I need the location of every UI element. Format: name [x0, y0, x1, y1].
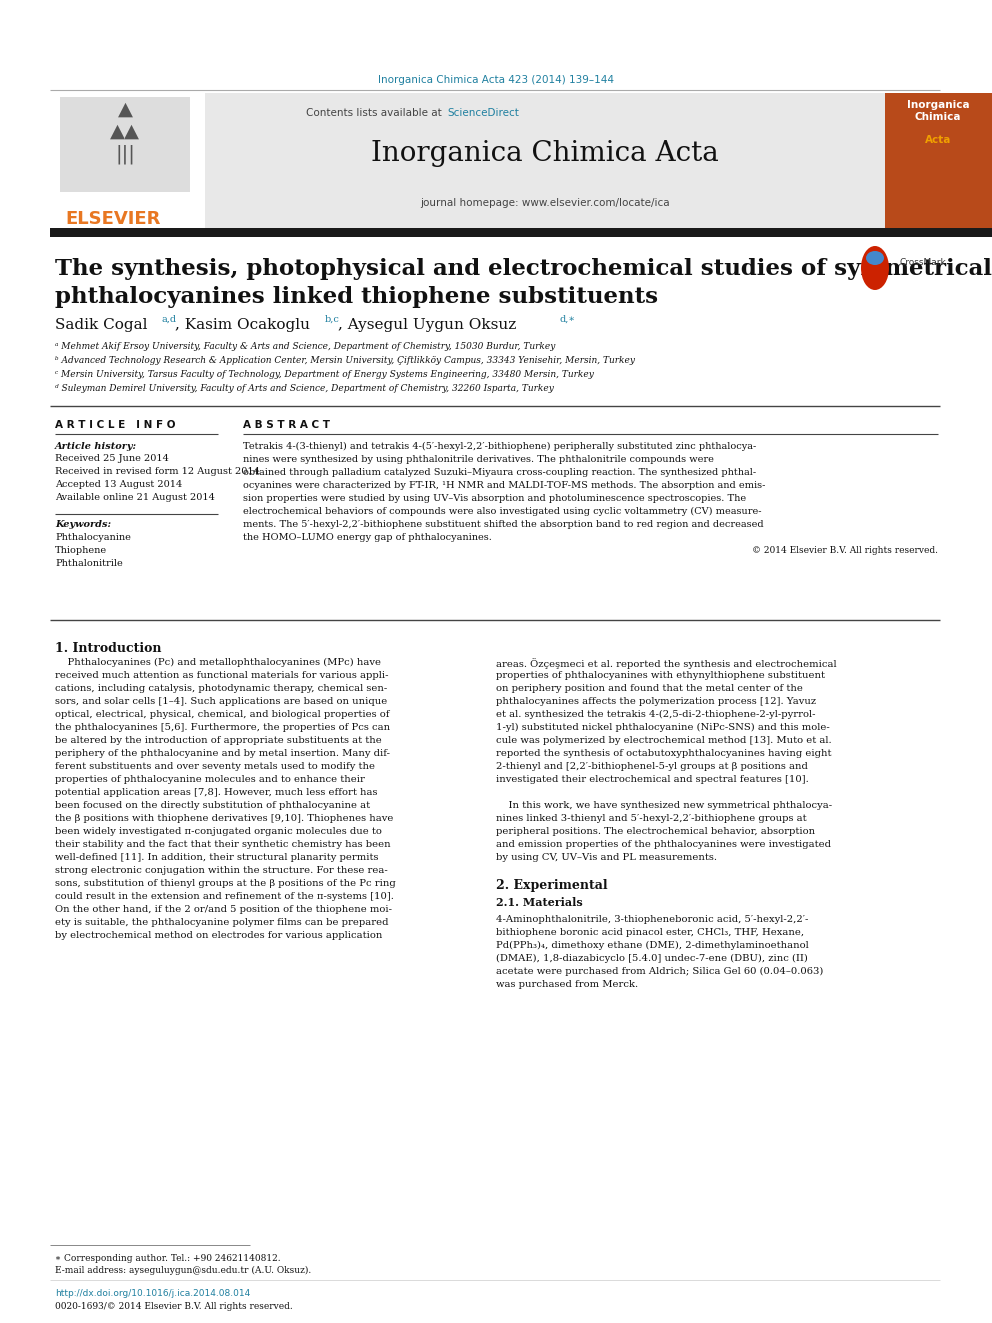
- Text: Available online 21 August 2014: Available online 21 August 2014: [55, 493, 215, 501]
- Text: cations, including catalysis, photodynamic therapy, chemical sen-: cations, including catalysis, photodynam…: [55, 684, 387, 693]
- Text: phthalocyanines affects the polymerization process [12]. Yavuz: phthalocyanines affects the polymerizati…: [496, 697, 816, 706]
- Text: ferent substituents and over seventy metals used to modify the: ferent substituents and over seventy met…: [55, 762, 375, 771]
- Text: Inorganica Chimica Acta 423 (2014) 139–144: Inorganica Chimica Acta 423 (2014) 139–1…: [378, 75, 614, 85]
- Text: http://dx.doi.org/10.1016/j.ica.2014.08.014: http://dx.doi.org/10.1016/j.ica.2014.08.…: [55, 1289, 250, 1298]
- Text: CrossMark: CrossMark: [900, 258, 946, 267]
- Text: ᶜ Mersin University, Tarsus Faculty of Technology, Department of Energy Systems : ᶜ Mersin University, Tarsus Faculty of T…: [55, 370, 594, 378]
- Text: by electrochemical method on electrodes for various application: by electrochemical method on electrodes …: [55, 931, 382, 941]
- Text: the phthalocyanines [5,6]. Furthermore, the properties of Pcs can: the phthalocyanines [5,6]. Furthermore, …: [55, 722, 390, 732]
- Text: been widely investigated π-conjugated organic molecules due to: been widely investigated π-conjugated or…: [55, 827, 382, 836]
- Text: Received in revised form 12 August 2014: Received in revised form 12 August 2014: [55, 467, 260, 476]
- Text: cule was polymerized by electrochemical method [13]. Muto et al.: cule was polymerized by electrochemical …: [496, 736, 831, 745]
- Text: Phthalocyanines (Pc) and metallophthalocyanines (MPc) have: Phthalocyanines (Pc) and metallophthaloc…: [55, 658, 381, 667]
- Bar: [50, 228, 992, 237]
- Text: areas. Özçeşmeci et al. reported the synthesis and electrochemical: areas. Özçeşmeci et al. reported the syn…: [496, 658, 836, 669]
- Text: sors, and solar cells [1–4]. Such applications are based on unique: sors, and solar cells [1–4]. Such applic…: [55, 697, 387, 706]
- Text: optical, electrical, physical, chemical, and biological properties of: optical, electrical, physical, chemical,…: [55, 710, 390, 718]
- Text: 4-Aminophthalonitrile, 3-thiopheneboronic acid, 5′-hexyl-2,2′-: 4-Aminophthalonitrile, 3-thiopheneboroni…: [496, 916, 808, 923]
- Text: their stability and the fact that their synthetic chemistry has been: their stability and the fact that their …: [55, 840, 391, 849]
- Text: Sadik Cogal: Sadik Cogal: [55, 318, 148, 332]
- Text: ments. The 5′-hexyl-2,2′-bithiophene substituent shifted the absorption band to : ments. The 5′-hexyl-2,2′-bithiophene sub…: [243, 520, 764, 529]
- Text: The synthesis, photophysical and electrochemical studies of symmetrical: The synthesis, photophysical and electro…: [55, 258, 992, 280]
- Text: 2.1. Materials: 2.1. Materials: [496, 897, 582, 908]
- Text: potential application areas [7,8]. However, much less effort has: potential application areas [7,8]. Howev…: [55, 789, 378, 796]
- Text: bithiophene boronic acid pinacol ester, CHCl₃, THF, Hexane,: bithiophene boronic acid pinacol ester, …: [496, 927, 805, 937]
- Text: properties of phthalocyanine molecules and to enhance their: properties of phthalocyanine molecules a…: [55, 775, 365, 785]
- Text: et al. synthesized the tetrakis 4-(2,5-di-2-thiophene-2-yl-pyrrol-: et al. synthesized the tetrakis 4-(2,5-d…: [496, 710, 815, 720]
- Bar: [60, 97, 190, 192]
- Text: Phthalocyanine: Phthalocyanine: [55, 533, 131, 542]
- Text: by using CV, UV–Vis and PL measurements.: by using CV, UV–Vis and PL measurements.: [496, 853, 717, 863]
- Text: Thiophene: Thiophene: [55, 546, 107, 556]
- Text: nines linked 3-thienyl and 5′-hexyl-2,2′-bithiophene groups at: nines linked 3-thienyl and 5′-hexyl-2,2′…: [496, 814, 806, 823]
- Text: A R T I C L E   I N F O: A R T I C L E I N F O: [55, 419, 176, 430]
- Text: obtained through palladium catalyzed Suzuki–Miyaura cross-coupling reaction. The: obtained through palladium catalyzed Suz…: [243, 468, 756, 478]
- Text: acetate were purchased from Aldrich; Silica Gel 60 (0.04–0.063): acetate were purchased from Aldrich; Sil…: [496, 967, 823, 976]
- Text: phthalocyanines linked thiophene substituents: phthalocyanines linked thiophene substit…: [55, 286, 658, 308]
- Text: On the other hand, if the 2 or/and 5 position of the thiophene moi-: On the other hand, if the 2 or/and 5 pos…: [55, 905, 392, 914]
- Text: 2-thienyl and [2,2′-bithiophenel-5-yl groups at β positions and: 2-thienyl and [2,2′-bithiophenel-5-yl gr…: [496, 762, 807, 771]
- Text: the β positions with thiophene derivatives [9,10]. Thiophenes have: the β positions with thiophene derivativ…: [55, 814, 394, 823]
- Text: the HOMO–LUMO energy gap of phthalocyanines.: the HOMO–LUMO energy gap of phthalocyani…: [243, 533, 492, 542]
- Text: 1. Introduction: 1. Introduction: [55, 642, 162, 655]
- Ellipse shape: [866, 251, 884, 265]
- Text: ᵈ Suleyman Demirel University, Faculty of Arts and Science, Department of Chemis: ᵈ Suleyman Demirel University, Faculty o…: [55, 384, 554, 393]
- Text: ∗ Corresponding author. Tel.: +90 24621140812.: ∗ Corresponding author. Tel.: +90 246211…: [55, 1254, 281, 1263]
- Text: Inorganica
Chimica: Inorganica Chimica: [907, 101, 969, 122]
- Bar: [885, 93, 992, 228]
- Text: be altered by the introduction of appropriate substituents at the: be altered by the introduction of approp…: [55, 736, 382, 745]
- Text: d,∗: d,∗: [560, 315, 576, 324]
- Text: , Kasim Ocakoglu: , Kasim Ocakoglu: [175, 318, 314, 332]
- Text: investigated their electrochemical and spectral features [10].: investigated their electrochemical and s…: [496, 775, 808, 785]
- Text: properties of phthalocyanines with ethynylthiophene substituent: properties of phthalocyanines with ethyn…: [496, 671, 825, 680]
- Text: Inorganica Chimica Acta: Inorganica Chimica Acta: [371, 140, 719, 167]
- Text: © 2014 Elsevier B.V. All rights reserved.: © 2014 Elsevier B.V. All rights reserved…: [752, 546, 938, 556]
- Text: Pd(PPh₃)₄, dimethoxy ethane (DME), 2-dimethylaminoethanol: Pd(PPh₃)₄, dimethoxy ethane (DME), 2-dim…: [496, 941, 808, 950]
- Text: ᵇ Advanced Technology Research & Application Center, Mersin University, Çiftlikk: ᵇ Advanced Technology Research & Applica…: [55, 356, 635, 365]
- Text: Article history:: Article history:: [55, 442, 137, 451]
- Text: on periphery position and found that the metal center of the: on periphery position and found that the…: [496, 684, 803, 693]
- Text: reported the synthesis of octabutoxyphthalocyanines having eight: reported the synthesis of octabutoxyphth…: [496, 749, 831, 758]
- Text: ELSEVIER: ELSEVIER: [65, 210, 161, 228]
- Text: electrochemical behaviors of compounds were also investigated using cyclic volta: electrochemical behaviors of compounds w…: [243, 507, 762, 516]
- Text: ScienceDirect: ScienceDirect: [447, 108, 519, 118]
- Text: nines were synthesized by using phthalonitrile derivatives. The phthalonitrile c: nines were synthesized by using phthalon…: [243, 455, 714, 464]
- Text: ocyanines were characterized by FT-IR, ¹H NMR and MALDI-TOF-MS methods. The abso: ocyanines were characterized by FT-IR, ¹…: [243, 482, 766, 490]
- Text: 1-yl) substituted nickel phthalocyanine (NiPc-SNS) and this mole-: 1-yl) substituted nickel phthalocyanine …: [496, 722, 829, 732]
- Bar: [50, 93, 205, 228]
- Text: a,d: a,d: [162, 315, 178, 324]
- Bar: [205, 93, 885, 228]
- Text: journal homepage: www.elsevier.com/locate/ica: journal homepage: www.elsevier.com/locat…: [421, 198, 670, 208]
- Text: was purchased from Merck.: was purchased from Merck.: [496, 980, 638, 990]
- Text: strong electronic conjugation within the structure. For these rea-: strong electronic conjugation within the…: [55, 867, 388, 875]
- Text: (DMAE), 1,8-diazabicyclo [5.4.0] undec-7-ene (DBU), zinc (II): (DMAE), 1,8-diazabicyclo [5.4.0] undec-7…: [496, 954, 807, 963]
- Text: ety is suitable, the phthalocyanine polymer films can be prepared: ety is suitable, the phthalocyanine poly…: [55, 918, 389, 927]
- Text: 2. Experimental: 2. Experimental: [496, 878, 608, 892]
- Text: E-mail address: ayseguluygun@sdu.edu.tr (A.U. Oksuz).: E-mail address: ayseguluygun@sdu.edu.tr …: [55, 1266, 311, 1275]
- Text: Received 25 June 2014: Received 25 June 2014: [55, 454, 169, 463]
- Text: Tetrakis 4-(3-thienyl) and tetrakis 4-(5′-hexyl-2,2′-bithiophene) peripherally s: Tetrakis 4-(3-thienyl) and tetrakis 4-(5…: [243, 442, 756, 451]
- Text: Contents lists available at: Contents lists available at: [306, 108, 445, 118]
- Text: b,c: b,c: [325, 315, 340, 324]
- Text: could result in the extension and refinement of the π-systems [10].: could result in the extension and refine…: [55, 892, 394, 901]
- Text: Phthalonitrile: Phthalonitrile: [55, 560, 123, 568]
- Text: sion properties were studied by using UV–Vis absorption and photoluminescence sp: sion properties were studied by using UV…: [243, 493, 746, 503]
- Text: Acta: Acta: [925, 135, 951, 146]
- Text: received much attention as functional materials for various appli-: received much attention as functional ma…: [55, 671, 389, 680]
- Text: A B S T R A C T: A B S T R A C T: [243, 419, 330, 430]
- Text: ▲
▲▲
|||: ▲ ▲▲ |||: [110, 101, 140, 164]
- Text: Keywords:: Keywords:: [55, 520, 111, 529]
- Text: Accepted 13 August 2014: Accepted 13 August 2014: [55, 480, 183, 490]
- Text: peripheral positions. The electrochemical behavior, absorption: peripheral positions. The electrochemica…: [496, 827, 815, 836]
- Text: periphery of the phthalocyanine and by metal insertion. Many dif-: periphery of the phthalocyanine and by m…: [55, 749, 390, 758]
- Text: sons, substitution of thienyl groups at the β positions of the Pc ring: sons, substitution of thienyl groups at …: [55, 878, 396, 888]
- Text: In this work, we have synthesized new symmetrical phthalocya-: In this work, we have synthesized new sy…: [496, 800, 832, 810]
- Text: been focused on the directly substitution of phthalocyanine at: been focused on the directly substitutio…: [55, 800, 370, 810]
- Text: 0020-1693/© 2014 Elsevier B.V. All rights reserved.: 0020-1693/© 2014 Elsevier B.V. All right…: [55, 1302, 293, 1311]
- Text: and emission properties of the phthalocyanines were investigated: and emission properties of the phthalocy…: [496, 840, 831, 849]
- Ellipse shape: [861, 246, 889, 290]
- Text: well-defined [11]. In addition, their structural planarity permits: well-defined [11]. In addition, their st…: [55, 853, 379, 863]
- Text: ᵃ Mehmet Akif Ersoy University, Faculty & Arts and Science, Department of Chemis: ᵃ Mehmet Akif Ersoy University, Faculty …: [55, 343, 556, 351]
- Text: , Aysegul Uygun Oksuz: , Aysegul Uygun Oksuz: [338, 318, 516, 332]
